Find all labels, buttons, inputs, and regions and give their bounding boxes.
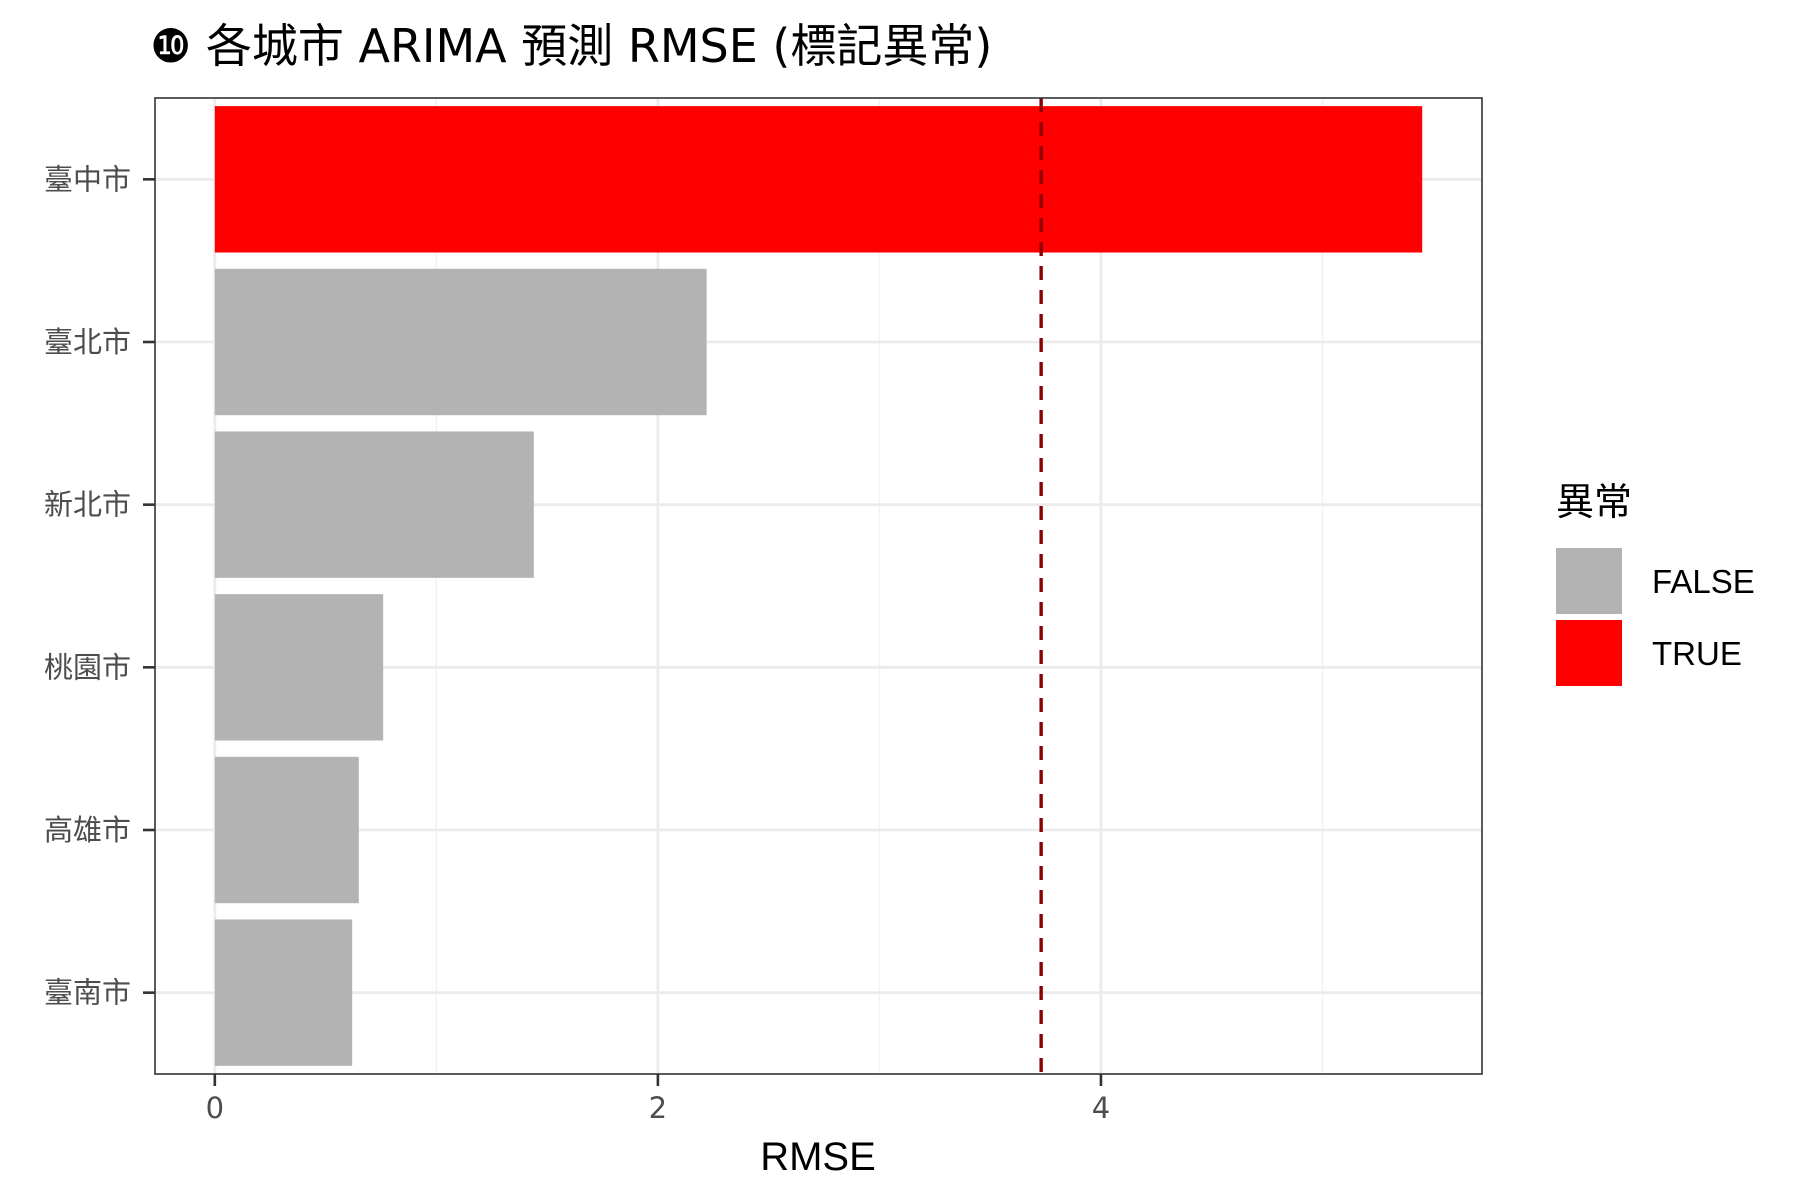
legend-label: FALSE [1652,563,1755,600]
legend-title: 異常 [1556,480,1632,524]
bar-臺北市 [214,268,707,416]
bar-新北市 [214,431,534,578]
y-tick-label: 臺中市 [44,162,131,196]
y-tick-label: 臺北市 [44,325,131,359]
y-tick-label: 高雄市 [44,813,131,847]
x-axis: 0 2 4 [206,1074,1110,1125]
bar-臺中市 [214,106,1423,253]
x-tick-label: 2 [649,1091,667,1125]
bars [214,106,1423,1066]
legend: 異常 FALSE TRUE [1556,480,1755,686]
bar-臺南市 [214,919,353,1066]
legend-items: FALSE TRUE [1556,548,1755,686]
bar-高雄市 [214,756,359,904]
chart-title: ❿ 各城市 ARIMA 預測 RMSE (標記異常) [150,19,992,73]
y-tick-label: 桃園市 [44,650,131,684]
x-tick-label: 4 [1092,1091,1110,1125]
bar-桃園市 [214,594,384,741]
x-axis-title: RMSE [760,1135,876,1179]
x-tick-label: 0 [206,1091,224,1125]
y-tick-label: 新北市 [44,488,131,522]
legend-key-false [1556,548,1622,614]
legend-key-true [1556,620,1622,686]
legend-label: TRUE [1652,635,1742,672]
panel-border [154,97,1483,1075]
y-tick-label: 臺南市 [44,976,131,1010]
